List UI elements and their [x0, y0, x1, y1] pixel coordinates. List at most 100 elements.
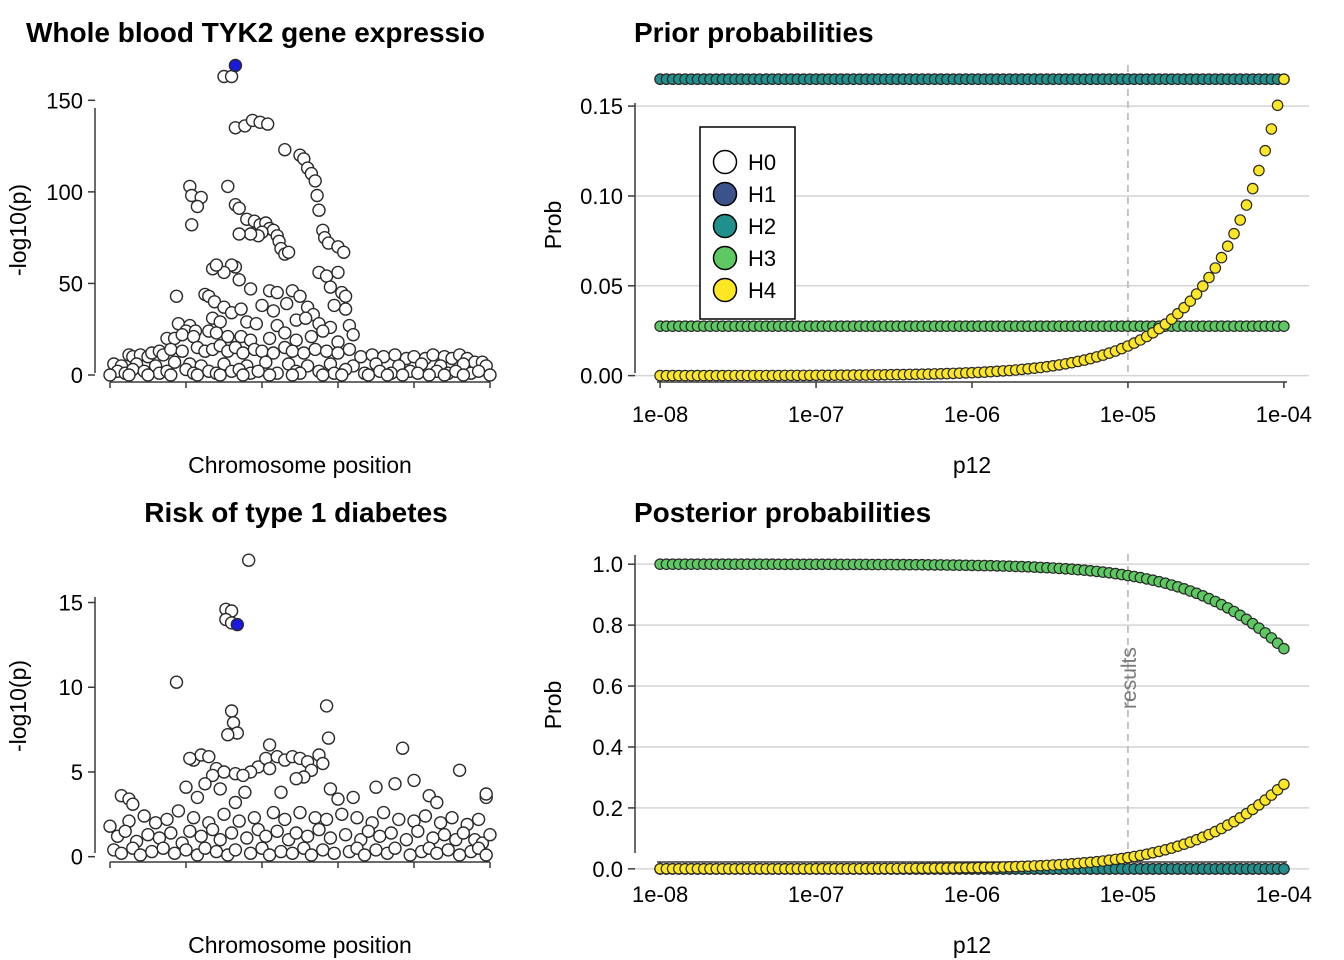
eqtl2-snp-point: [209, 844, 224, 859]
eqtl2-snp-point: [145, 844, 159, 859]
eqtl2-y-tick-label: 10: [59, 675, 83, 700]
eqtl2-snp-point: [241, 553, 256, 567]
eqtl2-snp-point: [198, 777, 212, 791]
eqtl-snp-point: [308, 174, 322, 188]
prior-h4-point: [1209, 262, 1222, 274]
eqtl2-snp-point: [316, 756, 330, 771]
posterior-x-tick-label: 1e-05: [1100, 882, 1156, 907]
eqtl2-snp-point: [452, 763, 467, 777]
eqtl-snp-point: [141, 368, 155, 382]
eqtl-snp-point: [103, 368, 117, 382]
eqtl2-snp-point: [376, 805, 391, 820]
prior-h4-point: [1265, 123, 1278, 135]
eqtl-snp-point: [471, 364, 486, 378]
eqtl2-snp-point: [373, 829, 387, 843]
prior-legend: H0 H1 H2 H3 H4: [699, 126, 796, 320]
posterior-y-tick-label: 0.6: [592, 674, 623, 699]
posterior-x-axis-label: p12: [953, 932, 991, 958]
posterior-h3-point: [1278, 642, 1290, 655]
posterior-y-tick-label: 0.2: [592, 796, 623, 821]
prior-h4-point: [1246, 182, 1259, 195]
eqtl2-snp-point: [437, 828, 452, 842]
eqtl2-snp-point: [141, 828, 155, 842]
eqtl2-snp-point: [198, 841, 212, 855]
eqtl2-snp-point: [156, 841, 170, 855]
prior-y-tick-label: 0.00: [580, 364, 623, 389]
eqtl-snp-point: [289, 333, 303, 347]
prior-h4-point: [1190, 288, 1203, 300]
eqtl-snp-point: [224, 69, 239, 84]
eqtl2-snp-point: [321, 731, 336, 745]
eqtl-snp-point: [278, 142, 292, 157]
prior-h4-point: [1197, 280, 1209, 292]
eqtl2-snp-point: [247, 811, 262, 825]
eqtl-snp-point: [323, 280, 338, 294]
eqtl2-snp-point: [171, 804, 186, 818]
eqtl2-snp-point: [430, 846, 444, 860]
eqtl-snp-point: [361, 368, 376, 382]
eqtl-snp-point: [261, 117, 275, 131]
eqtl2-snp-point: [308, 811, 322, 825]
eqtl2-snp-point: [483, 828, 497, 842]
legend-h3-swatch: [712, 245, 738, 271]
eqtl-snp-point: [184, 218, 199, 232]
t1d-x-axis-label: Chromosome position: [188, 932, 412, 958]
eqtl2-snp-point: [289, 826, 303, 840]
eqtl-lead-snp-point: [228, 58, 243, 73]
eqtl-snp-point: [175, 328, 189, 342]
eqtl-snp-point: [293, 289, 307, 303]
eqtl-snp-point: [251, 364, 265, 378]
eqtl2-snp-point: [236, 768, 250, 783]
eqtl2-snp-point: [179, 843, 193, 857]
eqtl2-snp-point: [270, 824, 284, 838]
eqtl2-snp-point: [274, 844, 288, 859]
legend-h1-swatch: [712, 181, 738, 207]
eqtl-snp-point: [327, 298, 341, 313]
eqtl-snp-point: [308, 342, 322, 357]
eqtl2-snp-point: [243, 846, 258, 860]
eqtl2-snp-point: [331, 792, 345, 806]
posterior-y-tick-label: 0.4: [592, 735, 623, 760]
eqtl2-snp-point: [169, 675, 184, 689]
eqtl-snp-point: [186, 329, 201, 344]
eqtl2-snp-point: [403, 848, 417, 862]
eqtl2-snp-point: [319, 699, 334, 713]
eqtl2-snp-point: [357, 848, 372, 862]
eqtl-snp-point: [209, 326, 224, 340]
eqtl-snp-point: [281, 245, 296, 260]
eqtl-snp-point: [169, 289, 184, 303]
eqtl-x-axis-label: Chromosome position: [188, 452, 412, 478]
eqtl2-snp-point: [190, 790, 205, 805]
t1d-y-axis-label: -log10(p): [5, 660, 31, 752]
eqtl-y-tick-label: 150: [46, 88, 83, 113]
eqtl-y-axis-label: -log10(p): [5, 184, 31, 276]
eqtl2-snp-point: [133, 848, 148, 862]
prior-panel-title: Prior probabilities: [634, 17, 874, 48]
eqtl2-snp-point: [217, 765, 231, 779]
prior-h4-point: [1259, 144, 1271, 157]
eqtl2-snp-point: [335, 807, 349, 821]
prior-h4-point: [1221, 240, 1234, 252]
eqtl2-snp-point: [456, 826, 471, 840]
eqtl-snp-point: [285, 344, 300, 358]
eqtl-y-tick-label: 100: [46, 180, 83, 205]
prior-h4-point: [1271, 99, 1284, 112]
eqtl2-snp-point: [213, 782, 227, 796]
eqtl-snp-point: [316, 368, 330, 382]
eqtl2-snp-point: [361, 824, 376, 838]
eqtl2-snp-point: [418, 809, 433, 823]
eqtl2-snp-point: [118, 824, 132, 838]
eqtl2-snp-point: [259, 829, 273, 843]
eqtl2-snp-point: [471, 812, 486, 827]
eqtl-snp-point: [297, 346, 311, 360]
eqtl-snp-point: [175, 344, 189, 358]
legend-h0-swatch: [712, 149, 738, 175]
legend-h0-label: H0: [748, 150, 776, 175]
prior-h4-point: [1253, 164, 1265, 177]
eqtl-snp-point: [316, 324, 330, 338]
eqtl2-snp-point: [179, 780, 193, 794]
eqtl-snp-point: [266, 346, 281, 360]
eqtl-snp-point: [190, 199, 205, 214]
prior-x-tick-label: 1e-07: [788, 402, 844, 427]
prior-y-tick-label: 0.15: [580, 94, 623, 119]
